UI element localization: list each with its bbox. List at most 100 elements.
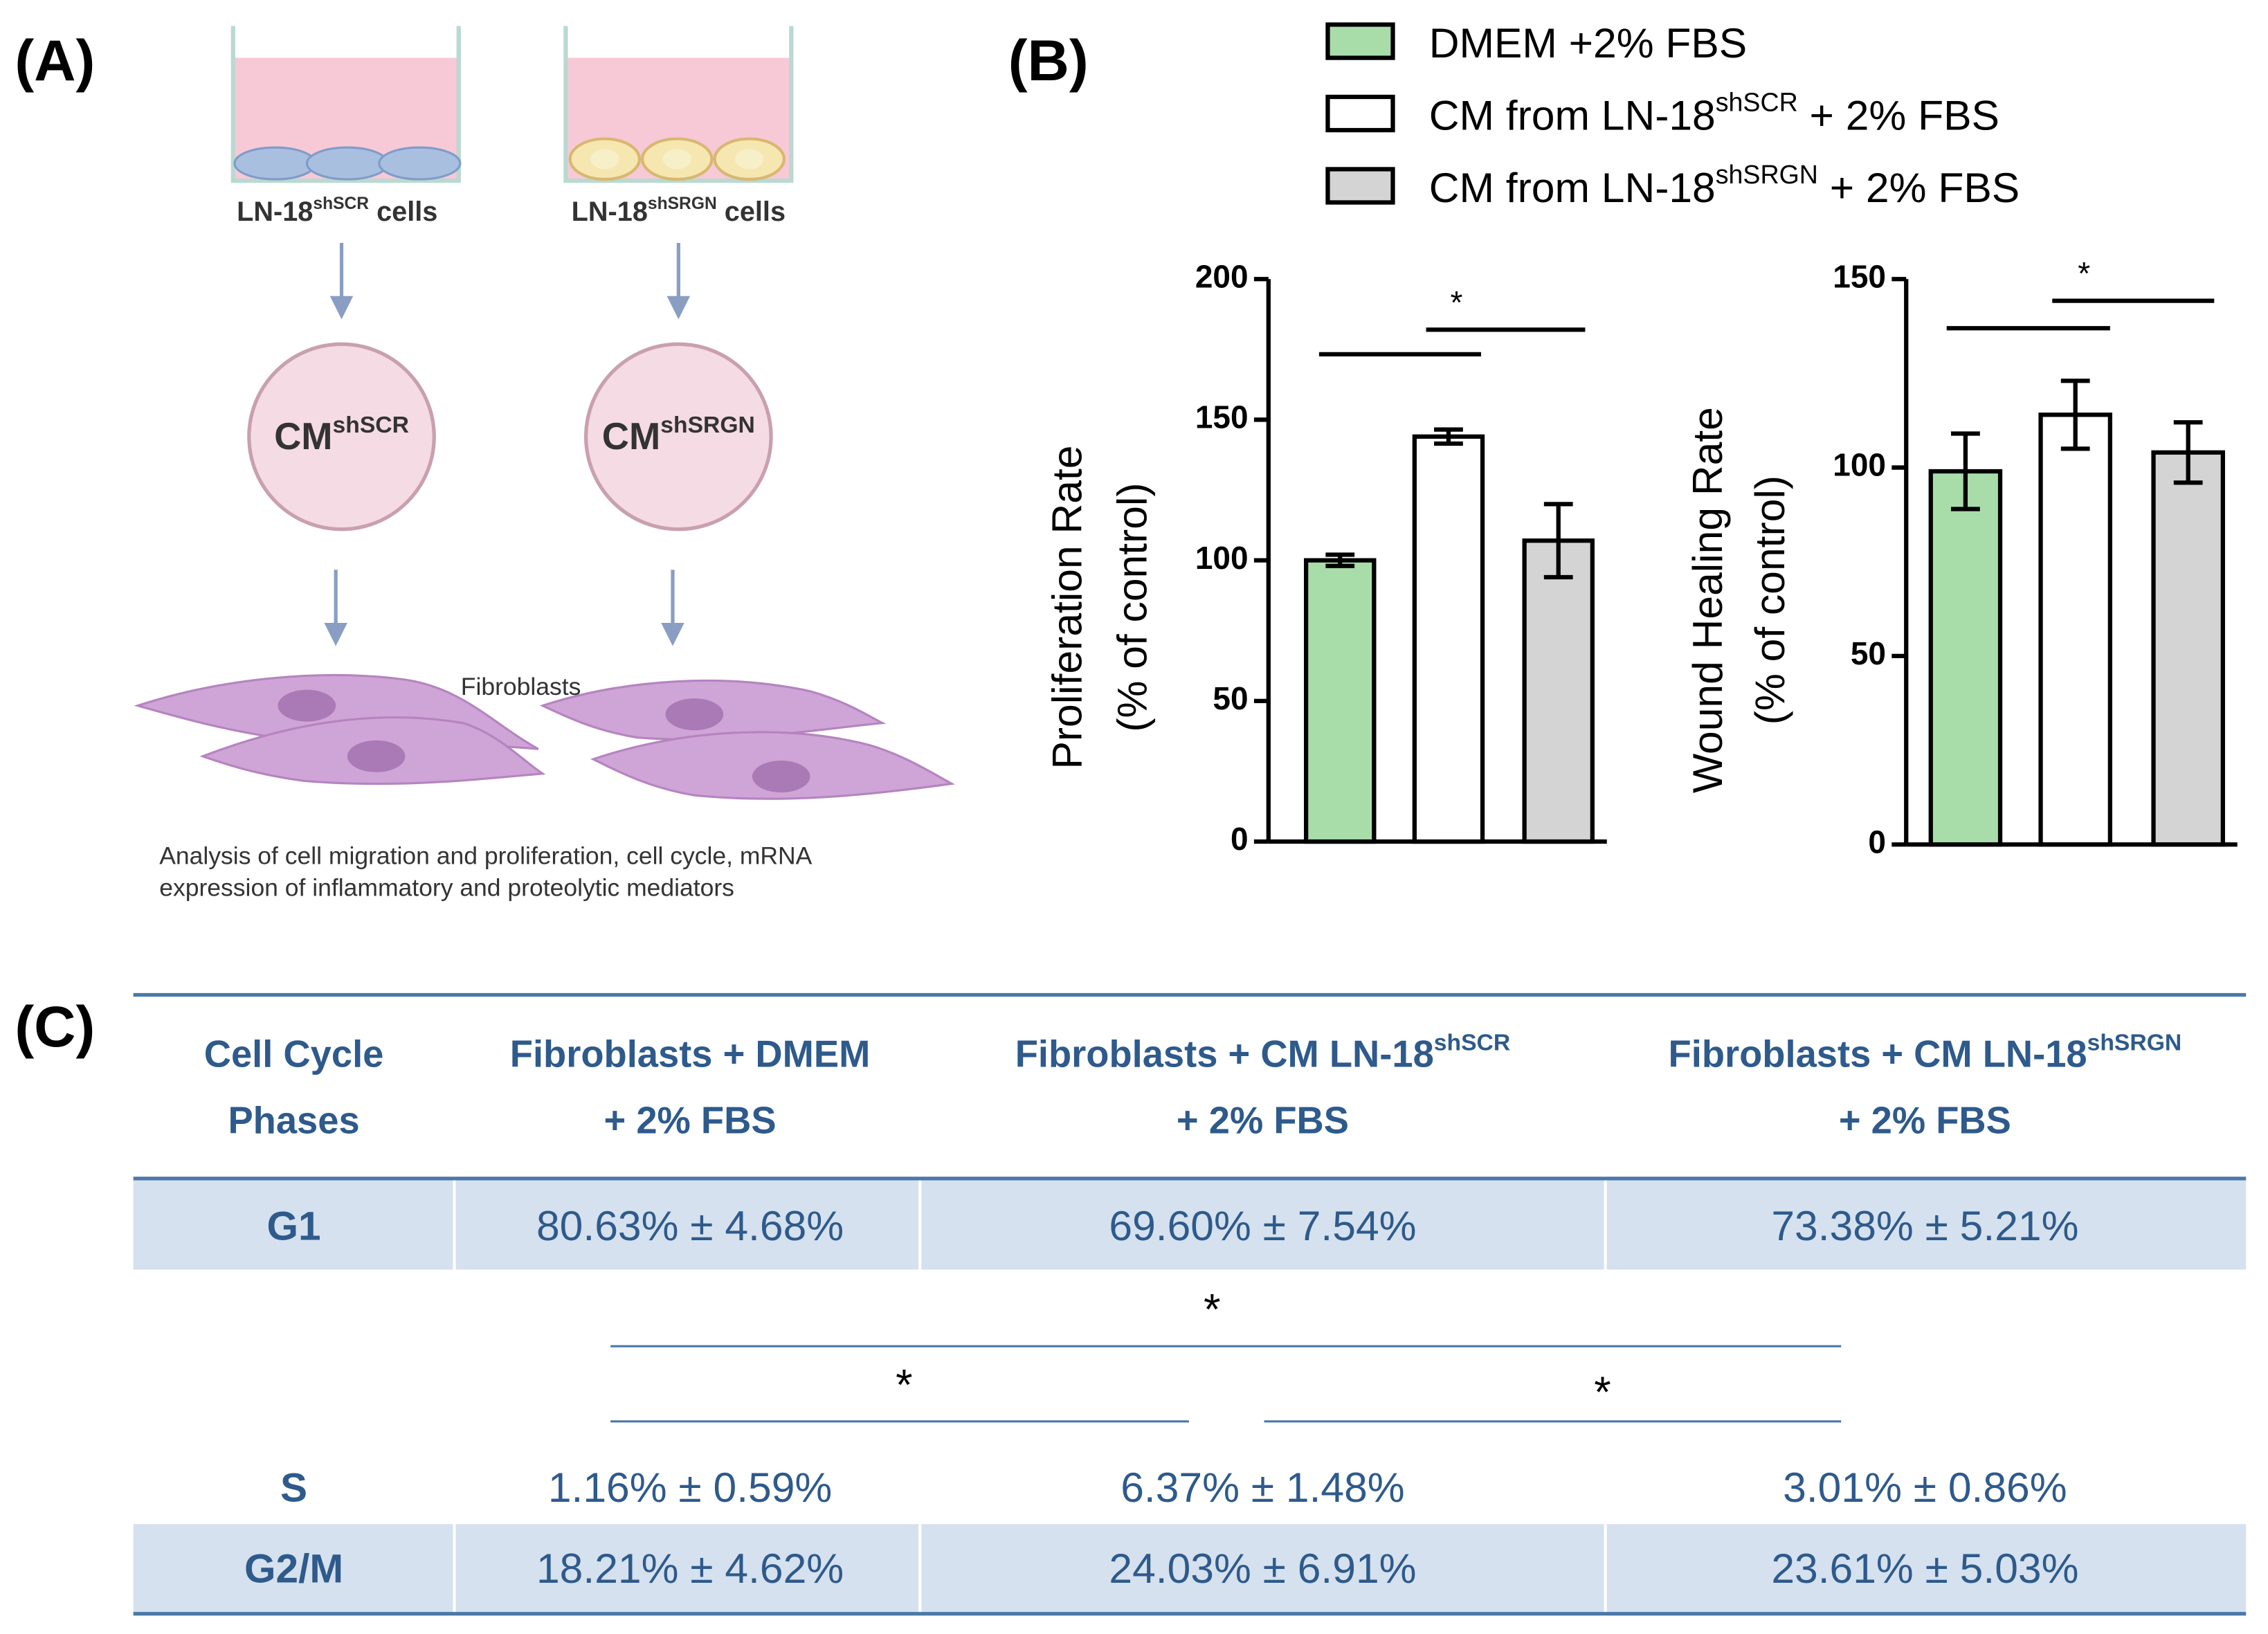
row-band (133, 1524, 2247, 1614)
legend-label: CM from LN-18shSCR + 2% FBS (1429, 87, 1999, 138)
table-header: Fibroblasts + CM LN-18shSCR (1015, 1031, 1510, 1075)
bar (1522, 538, 1595, 844)
y-tick-label: 50 (1851, 635, 1886, 671)
caption: Analysis of cell migration and prolifera… (159, 842, 812, 869)
y-tick-label: 0 (1868, 824, 1886, 860)
error-bar (2060, 379, 2090, 451)
cm-label-part: CM (602, 416, 660, 458)
row-label: G2/M (244, 1547, 343, 1592)
table-cell: 3.01% ± 0.86% (1783, 1464, 2067, 1511)
bar (2151, 450, 2225, 847)
table-frame (133, 992, 2247, 1616)
well (230, 26, 794, 183)
table-header: Fibroblasts + DMEM (510, 1033, 871, 1075)
cm-circle (247, 342, 436, 532)
y-tick-label: 50 (1213, 680, 1248, 716)
error-bar (1543, 502, 1573, 580)
row-label: S (280, 1466, 307, 1511)
table-cell: 24.03% ± 6.91% (1109, 1545, 1416, 1592)
nuclei (278, 689, 810, 792)
legend-swatch (1325, 94, 1395, 133)
y-tick-label: 200 (1195, 258, 1249, 294)
panel-label: (B) (1008, 28, 1089, 93)
schematic (134, 26, 956, 800)
table-header-part: + 2% FBS (1839, 1100, 2011, 1142)
error-bar (2173, 420, 2203, 485)
table-header: + 2% FBS (1839, 1100, 2011, 1142)
legend-swatch (1325, 167, 1395, 205)
significance: * (1204, 1286, 1220, 1334)
annotation: * (1450, 284, 1462, 320)
legend-label: CM from LN-18shSRGN + 2% FBS (1429, 160, 2020, 211)
annotation: * (2078, 255, 2090, 291)
table-header-part: Fibroblasts + DMEM (510, 1033, 871, 1075)
table-cell: 23.61% ± 5.03% (1771, 1545, 2078, 1592)
table-cell: 73.38% ± 5.21% (1771, 1202, 2078, 1249)
legend-swatch (1325, 22, 1395, 60)
cells (233, 146, 462, 181)
y-tick-label: 100 (1195, 540, 1249, 576)
y-axis-label: (% of control) (1746, 475, 1793, 725)
table-cell: 18.21% ± 4.62% (536, 1545, 844, 1592)
table-cell: 6.37% ± 1.48% (1121, 1464, 1404, 1511)
well-label-part: shSRGN (648, 194, 717, 213)
arrows (324, 243, 691, 646)
cm-label-part: shSCR (333, 413, 409, 439)
bar (1928, 469, 2003, 847)
table-header-part: + 2% FBS (604, 1100, 777, 1142)
well-label-part: LN-18 (572, 197, 648, 228)
table-cell: 1.16% ± 0.59% (548, 1464, 832, 1511)
legend-label-part: DMEM +2% FBS (1429, 19, 1747, 66)
table-cell: 69.60% ± 7.54% (1109, 1202, 1416, 1249)
legend-label-part: CM from LN-18 (1429, 164, 1716, 211)
legend-label-part: shSCR (1716, 87, 1798, 116)
significance: * (1594, 1368, 1611, 1417)
table-header-part: Fibroblasts + CM LN-18 (1669, 1033, 2087, 1075)
legend-label: DMEM +2% FBS (1429, 19, 1747, 66)
panel-label: (A) (15, 28, 95, 93)
well-label: LN-18shSCR cells (237, 194, 437, 227)
table-header: Cell Cycle (204, 1033, 384, 1075)
error-bar (1434, 427, 1463, 446)
well-label-part: LN-18 (237, 197, 313, 228)
significance: * (896, 1361, 912, 1409)
table-header-part: + 2% FBS (1177, 1100, 1349, 1142)
y-tick-label: 0 (1231, 821, 1249, 857)
well-label-part: shSCR (313, 194, 369, 213)
y-axis-label: Wound Healing Rate (1684, 407, 1731, 793)
legend-label-part: + 2% FBS (1798, 91, 1999, 138)
nuclei (590, 149, 764, 170)
table-header-part: shSRGN (2087, 1031, 2182, 1056)
caption: expression of inflammatory and proteolyt… (159, 873, 734, 901)
legend-label-part: CM from LN-18 (1429, 91, 1716, 138)
cm-label: CMshSCR (274, 413, 409, 458)
legend-label-part: + 2% FBS (1818, 164, 2020, 211)
y-tick-label: 150 (1195, 399, 1249, 435)
cm-label-part: CM (274, 416, 332, 458)
table-header-part: shSCR (1434, 1031, 1510, 1056)
y-tick-label: 100 (1833, 447, 1886, 483)
y-tick-label: 150 (1833, 258, 1886, 294)
cm-label-part: shSRGN (660, 413, 755, 439)
well-label: LN-18shSRGN cells (572, 194, 786, 227)
cm-circle (584, 342, 773, 532)
error-bar (1325, 552, 1355, 568)
bar (2038, 412, 2112, 847)
table-header: Fibroblasts + CM LN-18shSRGN (1669, 1031, 2182, 1075)
table-rules (133, 992, 2247, 1616)
table-header-part: Phases (228, 1100, 359, 1142)
row-label: G1 (267, 1204, 321, 1249)
table-cell: 80.63% ± 4.68% (536, 1202, 844, 1249)
bar (1304, 558, 1377, 844)
significance-lines (610, 1345, 1842, 1423)
y-axis-label: Proliferation Rate (1044, 446, 1091, 770)
panel-label: (C) (15, 994, 95, 1059)
table-header: Phases (228, 1100, 359, 1142)
row-band (133, 1178, 2247, 1270)
table-header-part: Fibroblasts + CM LN-18 (1015, 1033, 1434, 1075)
column-separators (453, 1178, 1607, 1614)
fibroblast-label: Fibroblasts (461, 673, 581, 700)
y-axis-label: (% of control) (1109, 482, 1156, 732)
